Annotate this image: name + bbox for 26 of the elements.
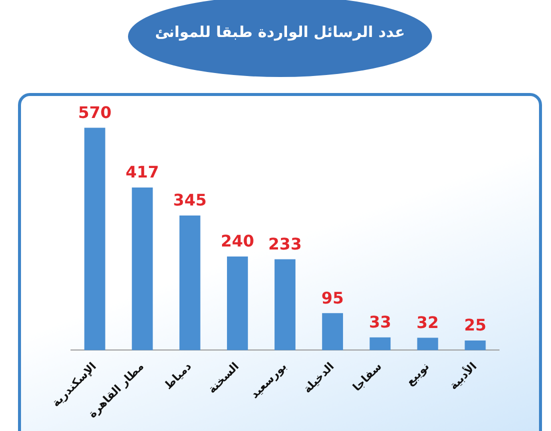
data-label: 95 <box>321 288 344 308</box>
data-label: 25 <box>464 316 486 335</box>
data-label: 345 <box>173 190 207 210</box>
data-label: 32 <box>416 312 439 332</box>
data-label: 417 <box>126 162 160 182</box>
chart-title: عدد الرسائل الواردة طبقا للموانئ <box>155 22 405 40</box>
x-tick-label: دمياط <box>162 360 194 392</box>
data-label: 570 <box>78 102 112 122</box>
bar <box>370 337 391 350</box>
bar <box>132 187 153 350</box>
data-label: 33 <box>368 312 392 332</box>
bar <box>417 338 438 350</box>
bar <box>274 259 296 350</box>
bar <box>84 128 106 350</box>
x-tick-label: بورسعيد <box>248 360 290 402</box>
data-label: 240 <box>220 232 254 251</box>
x-tick-label: سفاجا <box>350 360 384 394</box>
x-tick-label: الدخيلة <box>300 360 337 396</box>
bar <box>226 256 248 350</box>
data-label: 233 <box>268 234 302 254</box>
bar <box>322 313 344 350</box>
x-tick-label: الأدبية <box>446 359 480 392</box>
bar <box>464 340 486 350</box>
x-tick-label: نويبع <box>403 360 432 388</box>
bar <box>179 216 200 350</box>
x-tick-label: السخنة <box>205 360 242 396</box>
